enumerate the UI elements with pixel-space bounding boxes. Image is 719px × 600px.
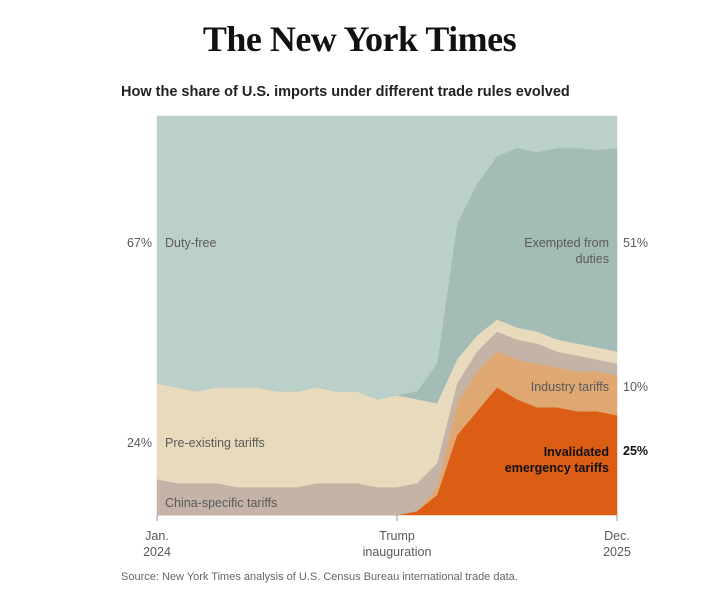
value-label: 67% (126, 236, 152, 250)
chart-title: How the share of U.S. imports under diff… (121, 84, 570, 100)
value-label: 24% (126, 436, 152, 450)
area (156, 115, 618, 400)
x-tick-label: Dec. 2025 (603, 529, 631, 559)
value-label: 51% (623, 236, 649, 250)
series-label: China-specific tariffs (165, 496, 278, 510)
value-label: 10% (623, 380, 649, 394)
series-label: Invalidated emergency tariffs (504, 445, 609, 475)
series-label: Pre-existing tariffs (165, 436, 265, 450)
logo: The New York Times (202, 19, 517, 59)
x-tick-label: Trump inauguration (362, 529, 432, 559)
source-note: Source: New York Times analysis of U.S. … (121, 571, 518, 583)
series-label: Exempted from duties (524, 236, 609, 266)
series-label: Duty-free (165, 236, 217, 250)
value-label: 25% (623, 444, 649, 458)
x-tick-label: Jan. 2024 (143, 529, 171, 559)
series-label: Industry tariffs (530, 380, 609, 394)
